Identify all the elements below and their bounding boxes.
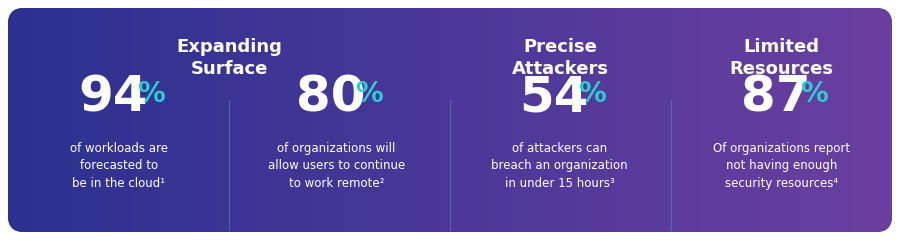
Text: 80: 80 bbox=[296, 73, 365, 121]
Text: Expanding
Surface: Expanding Surface bbox=[176, 37, 282, 78]
Text: Of organizations report
not having enough
security resources⁴: Of organizations report not having enoug… bbox=[713, 142, 850, 190]
Text: Precise
Attackers: Precise Attackers bbox=[512, 37, 608, 78]
Text: 87: 87 bbox=[741, 73, 811, 121]
Text: of workloads are
forecasted to
be in the cloud¹: of workloads are forecasted to be in the… bbox=[70, 142, 167, 190]
Text: of organizations will
allow users to continue
to work remote²: of organizations will allow users to con… bbox=[268, 142, 405, 190]
Text: Limited
Resources: Limited Resources bbox=[729, 37, 833, 78]
Text: 54: 54 bbox=[519, 73, 589, 121]
Text: 94: 94 bbox=[78, 73, 148, 121]
Text: %: % bbox=[356, 80, 383, 108]
Text: %: % bbox=[579, 80, 607, 108]
FancyBboxPatch shape bbox=[8, 8, 892, 232]
Text: %: % bbox=[138, 80, 166, 108]
Text: of attackers can
breach an organization
in under 15 hours³: of attackers can breach an organization … bbox=[491, 142, 628, 190]
Text: %: % bbox=[800, 80, 828, 108]
